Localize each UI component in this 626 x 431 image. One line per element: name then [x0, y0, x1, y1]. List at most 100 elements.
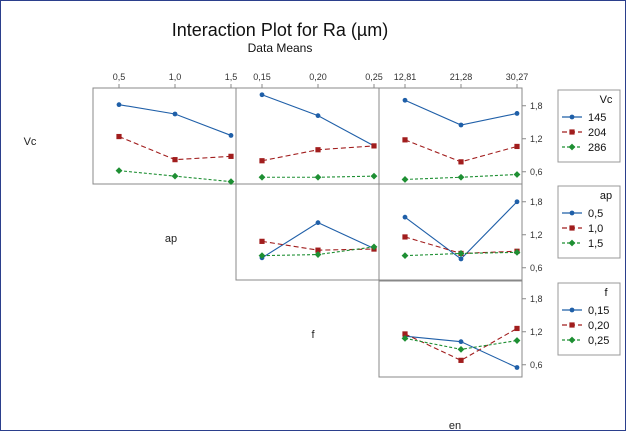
data-point — [514, 365, 520, 370]
panel-frame — [378, 183, 523, 281]
legend-entry: 0,15 — [588, 305, 609, 317]
data-point — [402, 331, 408, 337]
data-point — [259, 92, 265, 98]
chart-subtitle: Data Means — [248, 41, 313, 55]
legend-marker — [568, 143, 576, 151]
data-point — [458, 159, 464, 165]
data-point — [458, 122, 464, 128]
factor-label-en: en — [449, 420, 461, 431]
legend-title: f — [604, 287, 608, 299]
data-point — [227, 178, 235, 186]
data-point — [172, 111, 178, 117]
panel-frame — [378, 280, 523, 378]
data-point — [402, 137, 408, 143]
y-tick-label: 1,2 — [530, 230, 543, 240]
legend-entry: 286 — [588, 142, 606, 154]
x-tick-label: 1,5 — [225, 72, 238, 82]
legend-marker — [569, 210, 575, 216]
x-tick-label: 1,0 — [169, 72, 182, 82]
x-tick-label: 0,5 — [113, 72, 126, 82]
data-point — [315, 220, 321, 226]
data-point — [458, 357, 464, 363]
data-point — [315, 113, 321, 119]
legend-box — [557, 185, 621, 259]
data-point — [228, 133, 234, 138]
data-point — [172, 157, 178, 163]
factor-label-f: f — [311, 329, 315, 341]
y-tick-label: 1,2 — [530, 134, 543, 144]
data-point — [514, 111, 520, 116]
data-point — [513, 171, 521, 178]
factor-label-ap: ap — [165, 233, 177, 245]
y-tick-label: 1,8 — [530, 294, 543, 304]
y-tick-label: 0,6 — [530, 167, 543, 177]
data-point — [401, 252, 409, 260]
data-point — [315, 247, 321, 253]
data-point — [457, 173, 465, 181]
y-tick-label: 1,8 — [530, 101, 543, 111]
y-tick-label: 0,6 — [530, 360, 543, 370]
legend-box — [557, 89, 621, 163]
data-point — [401, 176, 409, 183]
legend-entry: 145 — [588, 112, 606, 124]
data-point — [514, 143, 520, 150]
legend-entry: 1,5 — [588, 238, 603, 250]
data-point — [259, 158, 265, 164]
data-point — [402, 234, 408, 240]
legend-marker — [568, 336, 576, 344]
data-point — [457, 250, 465, 257]
x-tick-label: 21,28 — [450, 72, 473, 82]
legend-entry: 0,20 — [588, 320, 609, 332]
legend-entry: 0,25 — [588, 335, 609, 347]
data-point — [513, 248, 521, 256]
data-point — [116, 133, 122, 140]
legend-marker — [569, 114, 575, 120]
legend-marker — [569, 322, 575, 328]
data-point — [228, 153, 234, 159]
data-point — [314, 251, 322, 258]
data-point — [402, 214, 408, 220]
legend-marker — [569, 225, 575, 231]
y-tick-label: 1,8 — [530, 197, 543, 207]
x-tick-label: 0,20 — [309, 72, 327, 82]
factor-label-vc: Vc — [24, 136, 37, 148]
legend-entry: 204 — [588, 127, 606, 139]
data-point — [315, 147, 321, 153]
data-point — [258, 173, 266, 181]
x-tick-label: 0,25 — [365, 72, 383, 82]
y-tick-label: 0,6 — [530, 263, 543, 273]
x-tick-label: 12,81 — [394, 72, 417, 82]
data-point — [402, 97, 408, 103]
data-point — [513, 337, 521, 344]
data-point — [371, 143, 377, 149]
data-point — [115, 167, 123, 175]
legend-marker — [569, 129, 575, 135]
data-point — [514, 199, 520, 205]
data-point — [370, 172, 378, 180]
legend-entry: 0,5 — [588, 208, 603, 220]
data-point — [314, 173, 322, 181]
data-point — [116, 102, 122, 108]
chart-title: Interaction Plot for Ra (µm) — [172, 20, 388, 40]
data-point — [458, 256, 464, 262]
x-tick-label: 30,27 — [506, 72, 529, 82]
data-point — [514, 325, 520, 332]
legend-marker — [569, 307, 575, 313]
data-point — [401, 334, 409, 342]
data-point — [458, 339, 464, 345]
y-tick-label: 1,2 — [530, 327, 543, 337]
plot-layer: 0,5 1,0 1,5 0,15 0,20 0,25 12,81 21,28 30,27 1,8 1… — [24, 72, 621, 431]
data-point — [258, 252, 266, 260]
legend-title: ap — [600, 190, 612, 202]
data-point — [171, 172, 179, 180]
series-line — [404, 327, 518, 361]
legend-box — [557, 282, 621, 356]
legend-entry: 1,0 — [588, 223, 603, 235]
data-point — [457, 345, 465, 353]
legend-title: Vc — [600, 94, 613, 106]
legend-marker — [568, 239, 576, 247]
data-point — [370, 243, 378, 251]
x-tick-label: 0,15 — [253, 72, 271, 82]
data-point — [259, 238, 265, 244]
